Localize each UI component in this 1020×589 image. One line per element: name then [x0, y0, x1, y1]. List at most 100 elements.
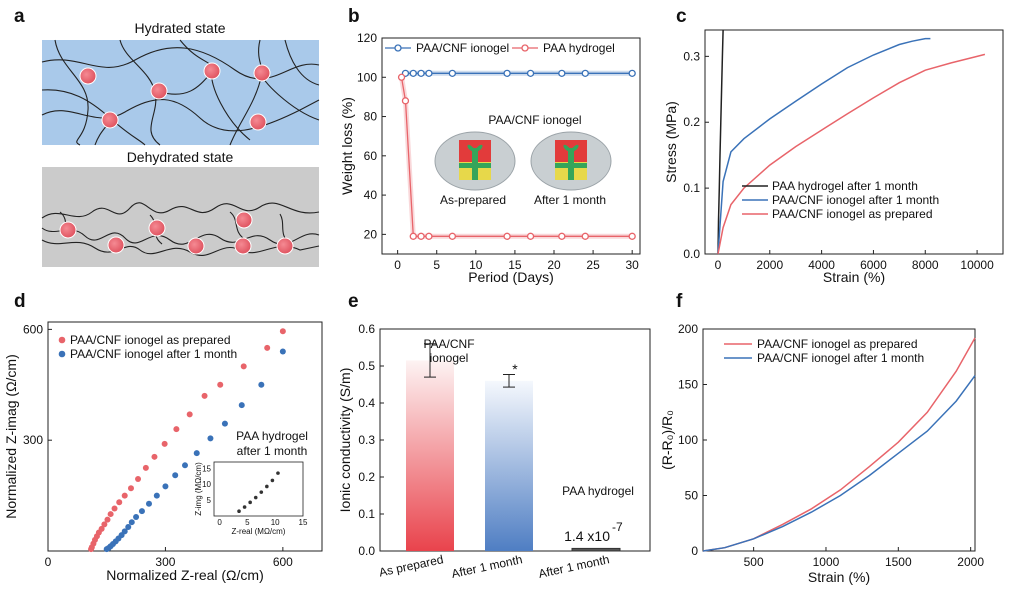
data-point	[409, 232, 417, 240]
legend-marker	[394, 44, 402, 52]
data-point	[207, 435, 214, 442]
y-axis-label: (R-R₀)/R₀	[659, 410, 675, 470]
annotation-ionogel: PAA/CNF	[423, 337, 474, 351]
data-point	[104, 516, 111, 523]
x-tick-label: 600	[273, 555, 293, 569]
data-point	[186, 411, 193, 418]
y-tick-label: 0	[691, 544, 698, 558]
value-label: 1.4 x10	[564, 528, 610, 544]
x-axis-label: Strain (%)	[823, 269, 885, 285]
legend-label: PAA hydrogel after 1 month	[772, 179, 918, 193]
x-tick-label: 4000	[808, 258, 835, 272]
y-tick-label: 0.2	[358, 470, 375, 484]
inset-frame	[213, 461, 304, 517]
annotation-hydrogel: PAA hydrogel	[562, 484, 634, 498]
inset-data-point	[259, 490, 264, 494]
y-tick-label: 0.1	[683, 181, 700, 195]
hydrated-region	[42, 40, 319, 145]
panel-label-e: e	[348, 291, 359, 312]
legend-label: PAA/CNF ionogel as prepared	[757, 337, 918, 351]
series-line	[702, 337, 976, 552]
legend-marker	[521, 44, 529, 52]
data-point	[425, 232, 433, 240]
data-point	[628, 232, 636, 240]
x-tick-label: 10000	[960, 258, 994, 272]
panel-label-a: a	[14, 6, 25, 27]
y-tick-label: 0.2	[683, 115, 700, 129]
x-tick-label: 0	[45, 555, 52, 569]
legend-marker	[58, 350, 66, 358]
inset-x-tick-label: 5	[245, 518, 250, 527]
legend-label: PAA/CNF ionogel after 1 month	[772, 193, 939, 207]
data-point	[172, 472, 179, 479]
data-point	[182, 462, 188, 469]
data-point	[397, 73, 406, 81]
inset-title: PAA hydrogel	[236, 429, 308, 443]
inset-data-point	[265, 484, 269, 489]
annotation-ionogel: ionogel	[430, 351, 469, 365]
legend-label: PAA/CNF ionogel after 1 month	[70, 347, 237, 361]
panel-label-c: c	[676, 6, 687, 27]
y-axis-label: Normalized Z-imag (Ω/cm)	[3, 354, 19, 518]
plot-frame	[704, 29, 1004, 255]
x-tick-label: 1500	[885, 555, 912, 569]
inset-y-label: Z-img (MΩ/cm)	[194, 462, 203, 516]
chart-resistance-change: 500 1000 1500 2000 0 50 100 150 200 Strain (%) (R-…	[659, 322, 984, 585]
x-tick-label: 500	[744, 555, 764, 569]
x-tick-label: 6000	[860, 258, 887, 272]
data-point	[503, 232, 511, 240]
data-point	[111, 505, 118, 512]
data-point	[193, 450, 200, 457]
series-line	[702, 375, 976, 552]
x-tick-label: 15	[508, 258, 522, 272]
schematic-panel: Hydrated state Dehydrated state	[41, 20, 320, 267]
x-tick-label: 300	[155, 555, 175, 569]
photo-caption-after-1-month: After 1 month	[534, 193, 606, 207]
inset-x-label: Z-real (MΩ/cm)	[232, 527, 286, 536]
legend-marker	[58, 336, 66, 344]
data-point	[526, 232, 535, 240]
data-point	[558, 232, 566, 240]
data-point	[581, 69, 589, 77]
inset-data-point	[276, 471, 280, 475]
x-tick-label: 0	[394, 258, 401, 272]
chart-weight-loss: 0 5 10 15 20 25 30 20 40 60 80 100 120 Period (Days) W…	[339, 31, 641, 285]
x-tick-label: 8000	[912, 258, 939, 272]
legend-label: PAA/CNF ionogel after 1 month	[757, 351, 924, 365]
photo-inset: PAA/CNF ionogel As-prepared After 1 mont…	[434, 113, 612, 207]
value-exponent: -7	[612, 520, 623, 534]
series-line	[717, 37, 931, 255]
y-tick-label: 0.0	[358, 544, 375, 558]
chart-stress-strain: 0 2000 4000 6000 8000 10000 0.0 0.1 0.2 0.3 Strain…	[663, 29, 1004, 285]
dehydrated-region	[42, 167, 319, 267]
series-line	[717, 29, 724, 255]
series-line	[717, 53, 986, 255]
x-tick-label: 1000	[813, 555, 840, 569]
y-tick-label: 600	[23, 322, 43, 336]
inset-data-point	[270, 478, 275, 483]
y-tick-label: 0.3	[358, 433, 375, 447]
x-tick-label: 25	[586, 258, 600, 272]
data-point	[162, 483, 169, 490]
data-point	[121, 528, 128, 535]
y-tick-label: 100	[357, 70, 377, 84]
hydrated-label: Hydrated state	[134, 20, 225, 36]
photo-after-1-month	[530, 131, 612, 191]
y-tick-label: 80	[364, 110, 378, 124]
data-point	[125, 523, 132, 530]
y-axis-label: Stress (MPa)	[663, 101, 679, 183]
plot-frame	[47, 321, 323, 552]
data-point	[417, 69, 425, 77]
y-tick-label: 50	[685, 489, 699, 503]
bar	[571, 547, 621, 552]
inset-y-tick-label: 15	[202, 464, 211, 473]
dehydrated-ion-dots	[59, 211, 294, 255]
hydrated-ion-dots	[79, 62, 271, 131]
inset-data-point	[237, 509, 241, 514]
plot-frame	[381, 37, 641, 255]
data-point	[107, 511, 114, 518]
x-axis-label: Strain (%)	[808, 569, 870, 585]
bar	[406, 360, 454, 551]
inset-title: after 1 month	[237, 444, 308, 458]
